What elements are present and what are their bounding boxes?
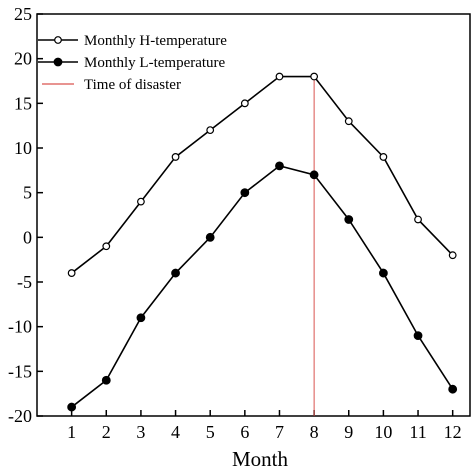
data-point [171,153,180,161]
y-tick-label: -15 [8,361,32,381]
x-axis-title: Month [232,447,289,471]
x-tick-label: 2 [102,422,111,442]
y-tick-label: -10 [8,317,32,337]
x-tick-label: 12 [444,422,462,442]
legend-label: Time of disaster [84,77,181,93]
y-tick-label: -5 [17,272,32,292]
y-tick-label: 25 [14,4,32,24]
data-point [310,72,319,81]
data-point [67,402,77,412]
x-tick-label: 6 [240,422,249,442]
plot-border [36,13,471,417]
data-point [344,117,353,126]
data-point [240,99,249,108]
data-point [379,153,388,161]
y-tick-label: 5 [23,183,32,203]
legend-entry: Monthly H-temperature [38,33,227,49]
x-tick-label: 1 [67,422,76,442]
data-point [67,269,76,277]
x-tick-label: 3 [136,422,145,442]
legend: Monthly H-temperature Monthly L-temperatu… [38,33,227,93]
data-point [309,170,319,180]
data-point [171,268,180,278]
legend-entry: Monthly L-temperature [38,55,226,71]
x-tick-label: 8 [310,422,319,442]
y-axis: -20 -15 -10 -5 0 5 10 15 20 25 [8,4,43,426]
x-tick-label: 9 [344,422,353,442]
data-point [379,268,388,278]
series-h-temperature [67,72,457,277]
data-point [275,72,284,81]
legend-marker [54,36,62,44]
x-tick-label: 5 [206,422,215,442]
data-point [413,331,423,341]
y-tick-label: 20 [14,49,32,69]
x-tick-label: 7 [275,422,284,442]
data-point [414,215,422,224]
y-tick-label: 0 [23,227,32,247]
y-tick-label: 10 [14,138,32,158]
data-point [101,375,111,385]
data-point [206,126,215,135]
data-point [448,251,457,260]
plot-frame [36,13,471,417]
data-point [205,232,215,242]
data-point [448,384,458,394]
x-tick-label: 4 [171,422,180,442]
data-point [275,161,284,171]
data-point [137,197,145,206]
data-point [136,313,146,323]
y-tick-label: 15 [14,93,32,113]
legend-label: Monthly H-temperature [84,33,227,49]
legend-marker [53,57,63,67]
legend-label: Monthly L-temperature [84,55,226,71]
y-tick-label: -20 [8,406,32,426]
series-l-temperature [67,161,458,412]
series-line [71,75,454,274]
data-point [240,188,250,198]
x-tick-label: 10 [374,422,392,442]
data-point [344,215,354,224]
series-layer [67,72,458,412]
x-axis: 1 2 3 4 5 6 7 8 9 10 11 12 [67,410,462,442]
series-line [71,164,454,408]
legend-entry: Time of disaster [42,77,181,93]
x-tick-label: 11 [409,422,426,442]
data-point [102,242,111,251]
